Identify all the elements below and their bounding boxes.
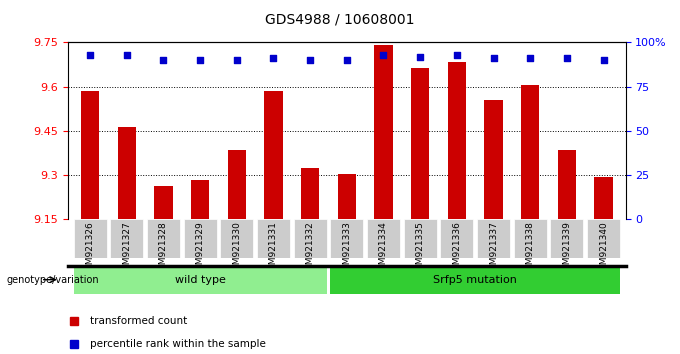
Bar <box>447 62 466 219</box>
Text: GSM921340: GSM921340 <box>599 222 608 276</box>
Bar <box>191 180 209 219</box>
Text: GSM921330: GSM921330 <box>233 222 241 276</box>
Text: Srfp5 mutation: Srfp5 mutation <box>433 275 517 285</box>
Bar <box>265 91 283 219</box>
FancyBboxPatch shape <box>330 266 620 294</box>
Text: GSM921333: GSM921333 <box>342 222 352 276</box>
Text: GSM921329: GSM921329 <box>196 222 205 276</box>
Text: GSM921335: GSM921335 <box>415 222 425 276</box>
Text: GSM921337: GSM921337 <box>489 222 498 276</box>
Text: transformed count: transformed count <box>90 316 188 326</box>
Bar <box>558 150 576 219</box>
Point <box>525 56 536 61</box>
Bar <box>81 91 99 219</box>
FancyBboxPatch shape <box>441 219 473 258</box>
Text: GSM921339: GSM921339 <box>562 222 571 276</box>
Bar <box>521 85 539 219</box>
Bar <box>411 68 429 219</box>
FancyBboxPatch shape <box>147 219 180 258</box>
Bar <box>228 150 246 219</box>
Text: GSM921332: GSM921332 <box>305 222 315 276</box>
Bar <box>154 185 173 219</box>
FancyBboxPatch shape <box>330 219 363 258</box>
FancyBboxPatch shape <box>294 219 326 258</box>
Point <box>305 57 316 63</box>
Text: GSM921326: GSM921326 <box>86 222 95 276</box>
Text: genotype/variation: genotype/variation <box>7 275 99 285</box>
FancyBboxPatch shape <box>587 219 620 258</box>
FancyBboxPatch shape <box>550 219 583 258</box>
Bar <box>118 127 136 219</box>
Text: GSM921336: GSM921336 <box>452 222 461 276</box>
Point <box>378 52 389 58</box>
Point <box>415 54 426 59</box>
Point <box>158 57 169 63</box>
FancyBboxPatch shape <box>477 219 510 258</box>
Point <box>231 57 242 63</box>
Point <box>562 56 573 61</box>
Point <box>452 52 462 58</box>
FancyBboxPatch shape <box>367 219 400 258</box>
Bar <box>301 168 320 219</box>
Bar <box>374 45 392 219</box>
Bar <box>484 100 503 219</box>
FancyBboxPatch shape <box>73 266 326 294</box>
Bar <box>338 174 356 219</box>
Text: GSM921328: GSM921328 <box>159 222 168 276</box>
Point <box>194 57 205 63</box>
Point <box>488 56 499 61</box>
FancyBboxPatch shape <box>404 219 437 258</box>
Text: GSM921327: GSM921327 <box>122 222 131 276</box>
Point <box>598 57 609 63</box>
Text: GSM921334: GSM921334 <box>379 222 388 276</box>
Text: percentile rank within the sample: percentile rank within the sample <box>90 339 266 349</box>
Text: GSM921338: GSM921338 <box>526 222 534 276</box>
FancyBboxPatch shape <box>220 219 253 258</box>
Text: wild type: wild type <box>175 275 226 285</box>
Point <box>121 52 132 58</box>
Text: GDS4988 / 10608001: GDS4988 / 10608001 <box>265 12 415 27</box>
FancyBboxPatch shape <box>184 219 216 258</box>
Point <box>268 56 279 61</box>
FancyBboxPatch shape <box>257 219 290 258</box>
FancyBboxPatch shape <box>110 219 143 258</box>
Bar <box>594 177 613 219</box>
Point <box>84 52 95 58</box>
FancyBboxPatch shape <box>513 219 547 258</box>
Point <box>341 57 352 63</box>
FancyBboxPatch shape <box>73 219 107 258</box>
Text: GSM921331: GSM921331 <box>269 222 278 276</box>
